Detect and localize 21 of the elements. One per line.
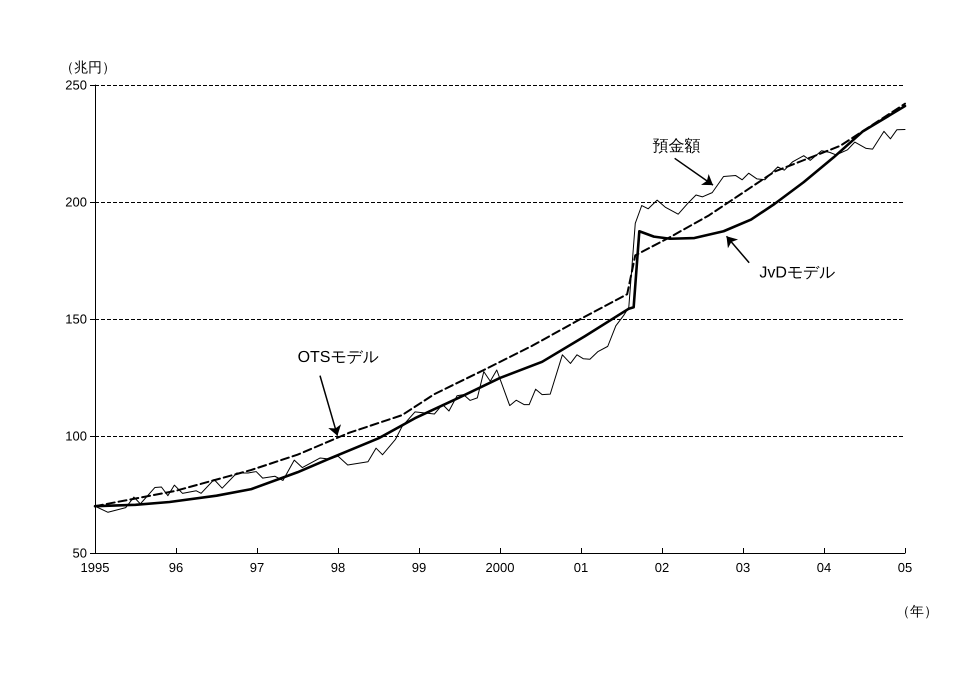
y-axis-title: （兆円）: [60, 59, 116, 75]
annotation: JvDモデル: [759, 264, 835, 282]
x-tick-label: 97: [250, 560, 264, 575]
x-tick-label: 04: [816, 560, 832, 575]
x-tick-label: 02: [654, 560, 670, 575]
x-tick-label: 96: [168, 560, 184, 575]
annotation: OTSモデル: [298, 349, 378, 366]
x-tick-label: 03: [736, 560, 750, 575]
y-tick-label: 150: [65, 312, 87, 326]
x-tick-label: 01: [574, 560, 588, 575]
x-tick-label: 2000: [486, 560, 514, 575]
annotation: 預金額: [652, 136, 701, 155]
y-tick-label: 200: [65, 194, 87, 210]
y-tick-label: 250: [65, 78, 87, 92]
x-tick-label: 1995: [80, 560, 110, 575]
y-tick-label: 50: [72, 546, 87, 560]
x-tick-label: 05: [898, 560, 912, 575]
y-tick-label: 100: [65, 428, 87, 444]
x-tick-label: 99: [412, 560, 426, 575]
x-tick-label: 98: [330, 560, 346, 575]
x-axis-title: （年）: [896, 603, 938, 619]
